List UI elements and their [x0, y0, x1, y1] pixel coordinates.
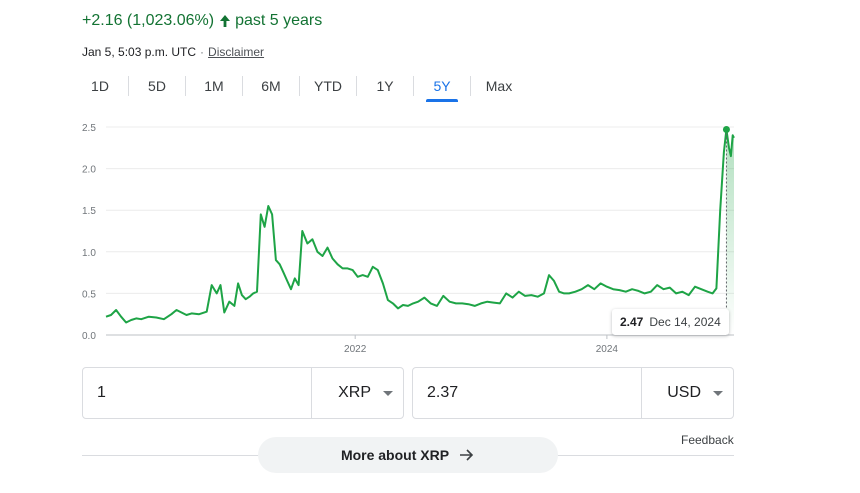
timestamp-line: Jan 5, 5:03 p.m. UTC · Disclaimer — [82, 45, 264, 59]
from-unit-label: XRP — [338, 384, 371, 401]
change-period: past 5 years — [235, 12, 323, 29]
feedback-link[interactable]: Feedback — [681, 433, 734, 447]
highlight-point — [722, 125, 730, 133]
tab-divider — [356, 76, 357, 96]
tab-5d[interactable]: 5D — [148, 78, 166, 94]
tab-ytd[interactable]: YTD — [314, 78, 342, 94]
range-tabs: 1D 5D 1M 6M YTD 1Y 5Y Max — [72, 72, 527, 102]
converter-divider — [311, 368, 313, 418]
tab-divider — [242, 76, 243, 96]
y-tick-label: 1.0 — [82, 248, 96, 259]
timestamp: Jan 5, 5:03 p.m. UTC — [82, 45, 197, 59]
tab-divider — [185, 76, 186, 96]
price-line — [105, 128, 735, 324]
to-unit-label: USD — [667, 384, 701, 401]
tab-max[interactable]: Max — [485, 78, 513, 94]
x-tick-label: 2022 — [344, 344, 367, 355]
tab-divider — [128, 76, 129, 96]
arrow-right-icon — [460, 449, 474, 461]
tab-1d[interactable]: 1D — [91, 78, 109, 94]
y-tick-label: 0.5 — [82, 289, 96, 300]
tab-1m[interactable]: 1M — [204, 78, 224, 94]
y-tick-label: 1.5 — [82, 206, 96, 217]
from-amount-input[interactable]: 1 — [97, 384, 106, 401]
y-tick-label: 0.0 — [82, 331, 96, 342]
tab-5y[interactable]: 5Y — [414, 72, 470, 102]
dropdown-caret-icon — [383, 390, 393, 396]
tooltip-value: 2.47 — [620, 315, 644, 329]
tab-divider — [470, 76, 471, 96]
disclaimer-link[interactable]: Disclaimer — [208, 45, 265, 59]
change-value: +2.16 (1,023.06%) — [82, 12, 215, 29]
more-about-button[interactable]: More about XRP — [258, 437, 558, 473]
price-change: +2.16 (1,023.06%) past 5 years — [82, 12, 322, 30]
price-chart[interactable]: 2.5 2.0 1.5 1.0 0.5 0.0 2022 2024 — [0, 110, 860, 360]
more-about-label: More about XRP — [340, 447, 450, 463]
tab-divider — [299, 76, 300, 96]
arrow-up-icon — [220, 15, 231, 27]
chart-tooltip: 2.47 Dec 14, 2024 — [612, 309, 729, 335]
tab-6m[interactable]: 6M — [261, 78, 281, 94]
converter-from: 1 XRP — [82, 367, 404, 419]
highlight-area — [726, 129, 734, 335]
converter-to: 2.37 USD — [412, 367, 734, 419]
x-tick-label: 2024 — [596, 344, 619, 355]
converter-divider — [641, 368, 643, 418]
from-unit-select[interactable]: XRP — [312, 384, 403, 402]
dropdown-caret-icon — [713, 390, 723, 396]
to-unit-select[interactable]: USD — [642, 384, 733, 402]
y-tick-label: 2.0 — [82, 165, 96, 176]
y-tick-label: 2.5 — [82, 123, 96, 134]
separator-dot: · — [200, 45, 205, 59]
to-amount-input[interactable]: 2.37 — [427, 384, 459, 401]
tooltip-date: Dec 14, 2024 — [649, 315, 721, 329]
tab-1y[interactable]: 1Y — [376, 78, 394, 94]
tab-divider — [413, 76, 414, 96]
